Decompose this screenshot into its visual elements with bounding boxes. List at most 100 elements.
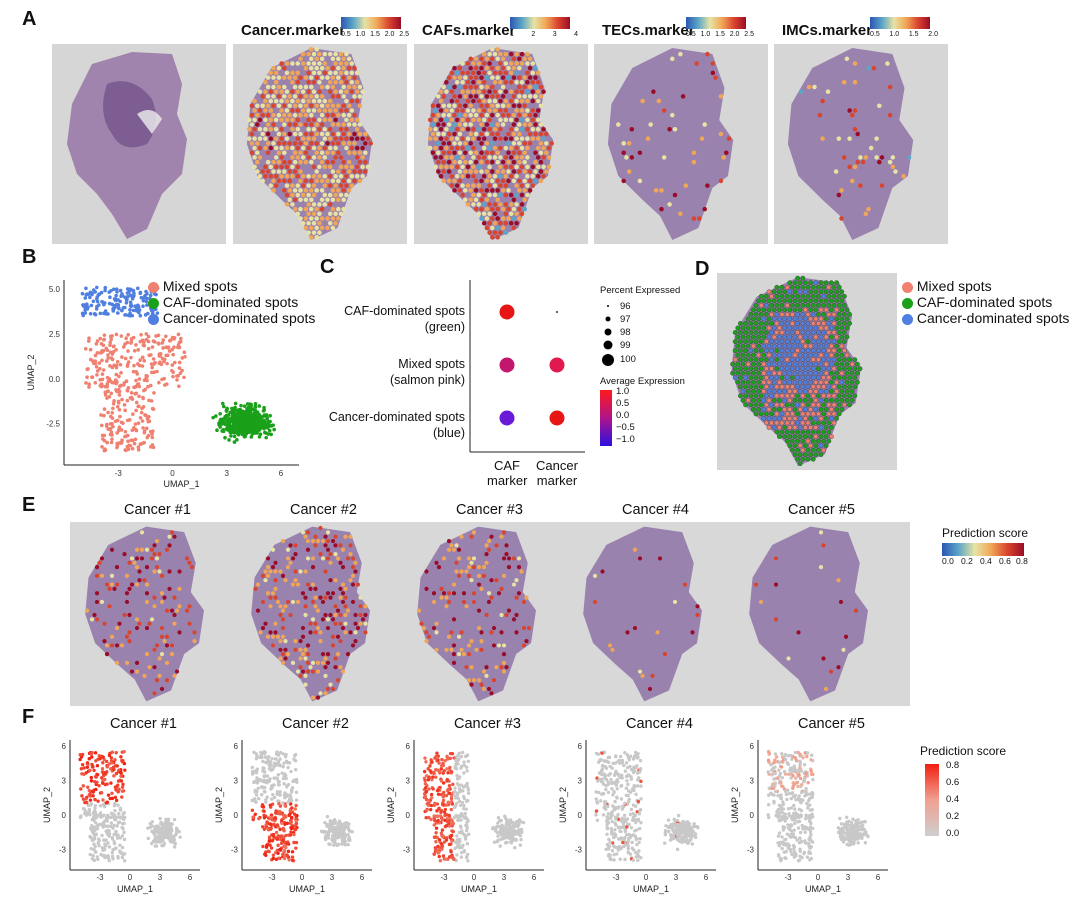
spot — [474, 647, 479, 652]
spot — [808, 407, 813, 412]
spot — [298, 569, 303, 574]
spot — [829, 307, 834, 313]
umap-point — [262, 809, 266, 813]
spot — [771, 289, 777, 295]
umap-point — [270, 797, 274, 801]
umap-point — [430, 777, 434, 782]
spot — [454, 117, 460, 123]
umap-point — [98, 804, 103, 808]
spot — [468, 94, 473, 99]
spot — [354, 155, 360, 160]
spot — [300, 591, 306, 596]
spot — [134, 660, 140, 665]
spot — [255, 141, 260, 146]
spot — [293, 552, 298, 557]
spot — [335, 634, 341, 639]
spot — [471, 556, 477, 561]
spot — [829, 425, 834, 430]
spot — [451, 652, 457, 657]
spot — [498, 145, 503, 151]
spot — [434, 621, 439, 626]
spot — [323, 543, 328, 548]
spot — [313, 534, 318, 539]
umap-point — [253, 812, 257, 816]
spot — [823, 370, 829, 376]
spot — [330, 65, 336, 71]
umap-point — [323, 837, 328, 842]
umap-point — [93, 290, 97, 294]
spot — [498, 202, 503, 207]
spot — [495, 131, 500, 137]
spot — [753, 302, 759, 308]
spot — [330, 178, 336, 184]
spot — [774, 339, 780, 344]
spot — [710, 61, 716, 66]
umap-point — [92, 842, 96, 846]
spot — [784, 348, 790, 353]
spot — [330, 75, 336, 80]
spot — [844, 379, 850, 385]
spot — [338, 136, 344, 141]
spot — [839, 188, 844, 193]
spot — [800, 438, 806, 444]
spot — [481, 98, 487, 104]
spot — [756, 352, 761, 358]
spot — [516, 565, 522, 570]
spot — [263, 578, 268, 583]
spot — [255, 159, 260, 165]
umap-point — [284, 784, 289, 788]
spot — [738, 330, 743, 335]
umap-point — [432, 818, 437, 823]
spot — [346, 56, 352, 62]
spot — [790, 348, 795, 353]
umap-point — [436, 844, 440, 849]
spot — [457, 169, 463, 174]
spot — [519, 98, 525, 104]
spot — [517, 56, 522, 62]
spot — [360, 136, 365, 141]
spot — [322, 108, 328, 113]
spot — [500, 216, 506, 221]
spot — [530, 136, 536, 141]
spot — [637, 178, 643, 184]
spot — [344, 98, 349, 104]
spot — [311, 126, 317, 132]
spot — [756, 325, 761, 331]
spot — [349, 145, 355, 151]
spot — [527, 112, 533, 118]
umap-point — [100, 853, 105, 858]
spot — [834, 334, 839, 340]
spot — [295, 173, 301, 179]
umap-point — [102, 413, 106, 418]
spot — [779, 366, 785, 372]
spot — [779, 302, 785, 308]
umap-point — [111, 406, 115, 411]
spot — [517, 178, 522, 184]
spot — [813, 443, 819, 448]
spot — [829, 388, 834, 394]
spot — [503, 136, 509, 141]
legend-item-mixed: Mixed spots — [148, 278, 238, 294]
spot — [341, 122, 346, 127]
spot — [500, 169, 506, 174]
spot — [490, 56, 495, 62]
spot — [317, 211, 322, 217]
umap-point — [96, 799, 100, 803]
panel-f-prediction-umaps: Cancer #1 -3 0 3 6 6 3 0 -3 UMAP_1 UMAP_2 Cancer #2… — [40, 714, 940, 899]
spot — [803, 379, 808, 385]
spot — [300, 625, 306, 631]
spot — [844, 316, 850, 322]
spot — [317, 51, 322, 57]
y-tick: 0.0 — [49, 375, 61, 384]
spot — [797, 289, 803, 295]
spot — [341, 103, 346, 109]
spot — [498, 51, 503, 57]
spot — [159, 573, 165, 578]
spot — [774, 357, 780, 363]
spot — [748, 312, 754, 317]
spot — [293, 543, 298, 548]
spot — [451, 582, 457, 587]
spot — [826, 402, 832, 408]
spot — [745, 316, 751, 322]
spot — [360, 145, 365, 151]
